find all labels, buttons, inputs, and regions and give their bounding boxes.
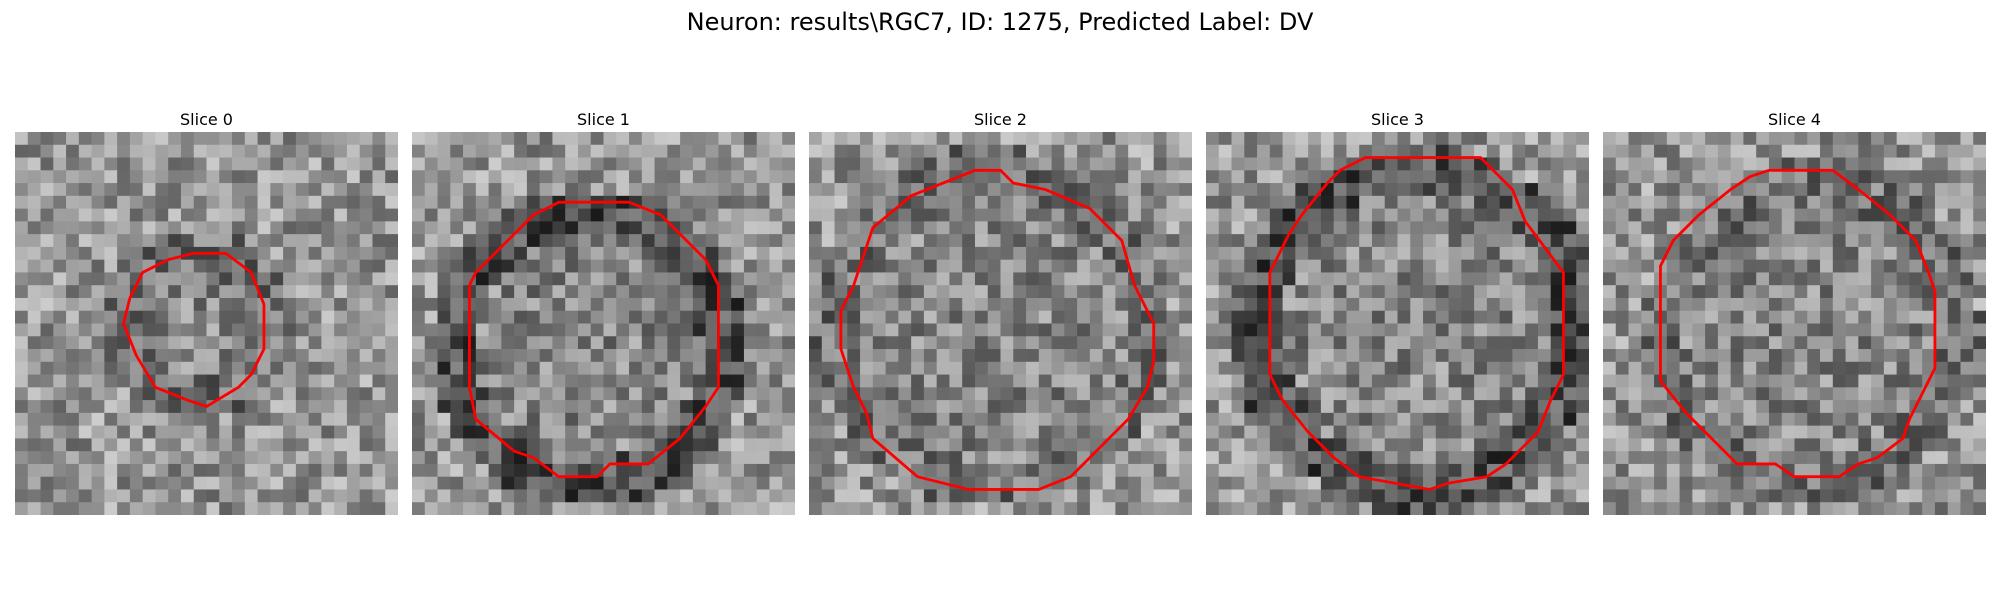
contour-0	[122, 251, 266, 408]
slice-image-0	[15, 132, 398, 515]
slice-panel-2: Slice 2	[809, 108, 1192, 515]
pixel-grid-3	[1206, 132, 1589, 515]
contour-2	[839, 168, 1156, 491]
slice-image-3	[1206, 132, 1589, 515]
slice-panel-1: Slice 1	[412, 108, 795, 515]
pixel-grid-0	[15, 132, 398, 515]
slice-title-4: Slice 4	[1768, 110, 1821, 129]
slice-panel-4: Slice 4	[1603, 108, 1986, 515]
pixel-grid-4	[1603, 132, 1986, 515]
slice-image-2	[809, 132, 1192, 515]
contour-3	[1268, 156, 1565, 491]
slice-title-2: Slice 2	[974, 110, 1027, 129]
contour-4	[1659, 168, 1937, 479]
slice-title-0: Slice 0	[180, 110, 233, 129]
slice-title-1: Slice 1	[577, 110, 630, 129]
slice-title-3: Slice 3	[1371, 110, 1424, 129]
pixel-grid-1	[412, 132, 795, 515]
slice-panel-3: Slice 3	[1206, 108, 1589, 515]
slice-panel-0: Slice 0	[15, 108, 398, 515]
figure-title: Neuron: results\RGC7, ID: 1275, Predicte…	[686, 8, 1314, 36]
slice-image-4	[1603, 132, 1986, 515]
slice-image-1	[412, 132, 795, 515]
contour-1	[468, 200, 720, 479]
pixel-grid-2	[809, 132, 1192, 515]
